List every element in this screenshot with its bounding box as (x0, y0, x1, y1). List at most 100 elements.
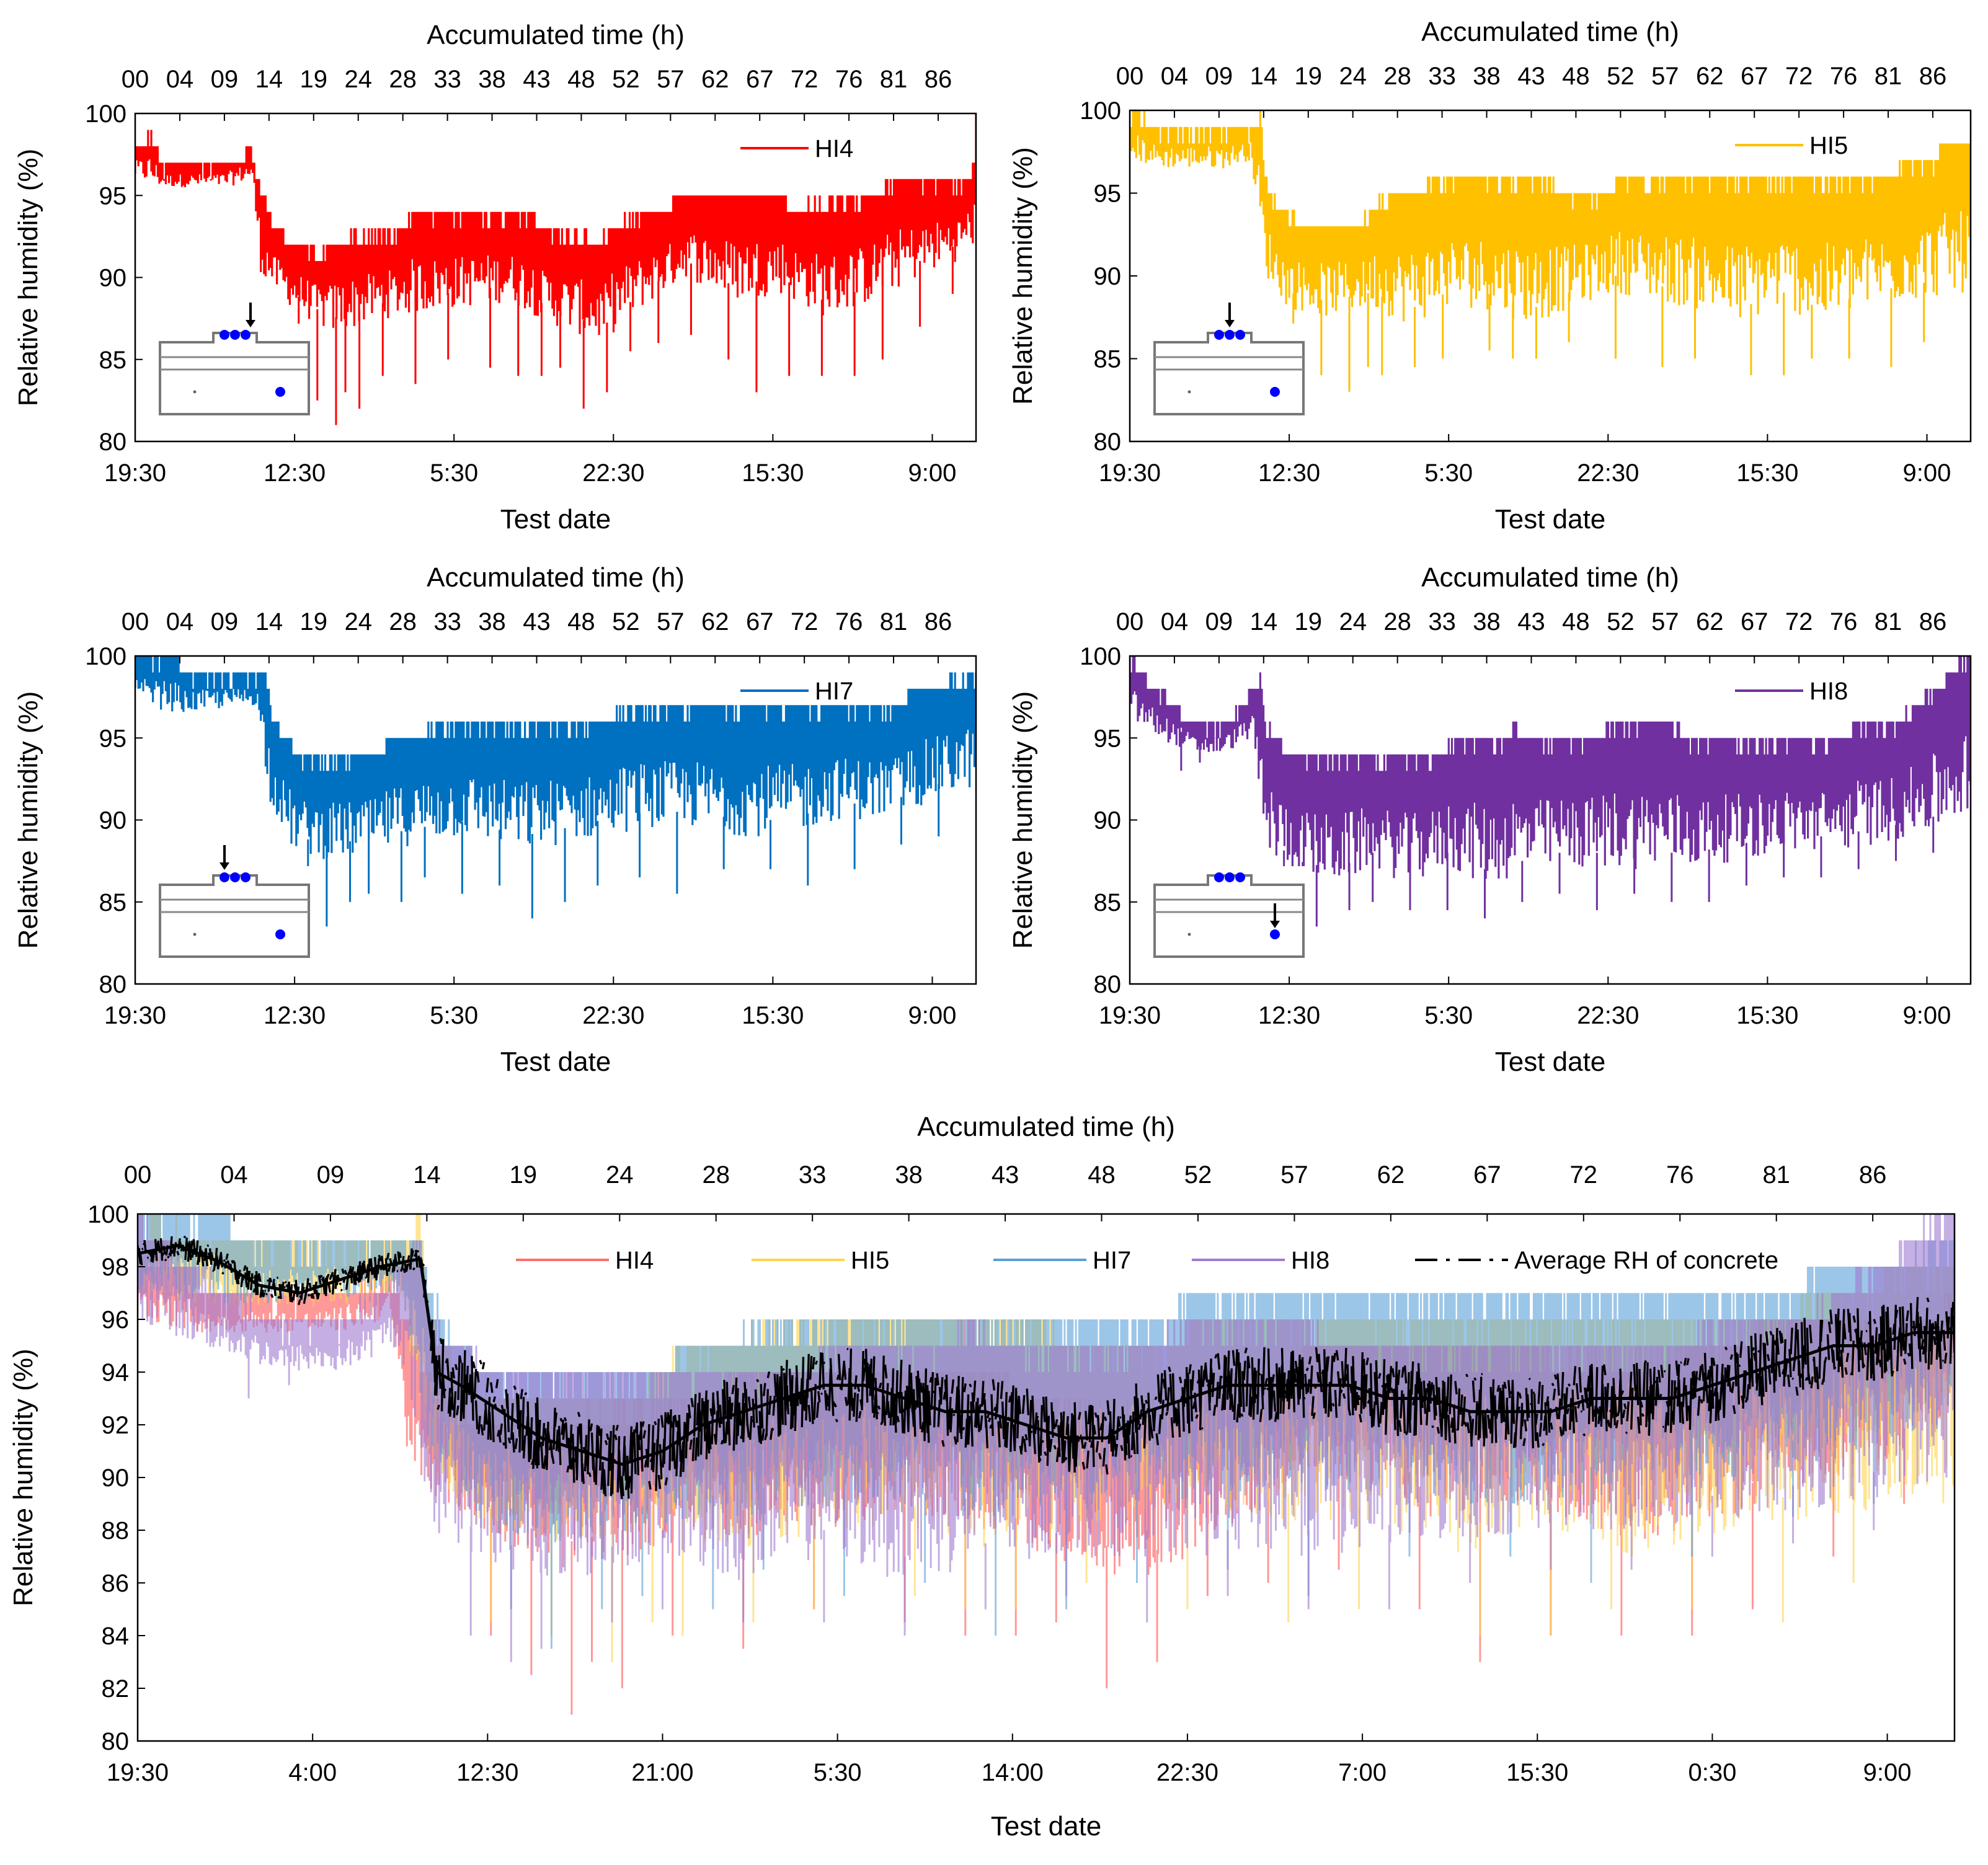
x2-tick-label: 48 (1562, 608, 1590, 636)
x2-tick-label: 86 (925, 66, 952, 93)
x-tick-label: 12:30 (456, 1759, 518, 1786)
legend-label: Average RH of concrete (1514, 1247, 1778, 1274)
x-tick-label: 14:00 (982, 1759, 1044, 1786)
x2-tick-label: 33 (799, 1161, 827, 1189)
x2-tick-label: 24 (1339, 63, 1367, 90)
x2-tick-label: 14 (413, 1161, 441, 1189)
x2-tick-label: 81 (1875, 63, 1902, 90)
y-tick-label: 92 (102, 1412, 130, 1439)
x2-tick-label: 24 (606, 1161, 634, 1189)
x2-axis-title: Accumulated time (h) (1421, 562, 1679, 593)
y-tick-label: 95 (99, 182, 127, 210)
x-tick-label: 5:30 (814, 1759, 862, 1786)
series-hi8 (138, 1214, 1955, 1662)
x2-tick-label: 86 (1919, 63, 1947, 90)
x2-tick-label: 38 (478, 608, 506, 636)
series-hi7-trace (135, 656, 976, 859)
x-tick-label: 22:30 (582, 1002, 644, 1029)
x-tick-label: 19:30 (104, 1002, 166, 1029)
x2-tick-label: 28 (389, 66, 417, 93)
x-tick-label: 15:30 (742, 1002, 804, 1029)
inset-sensor-diagram (1151, 866, 1306, 960)
legend-label: HI4 (615, 1247, 654, 1274)
legend-label: HI7 (815, 678, 853, 705)
inset-sensor-dot (1235, 872, 1245, 882)
inset-outline (159, 874, 310, 958)
chart-hi4: 80 85 90 95 100 Relative humidity (%) 19:30 12:… (13, 20, 977, 534)
inset-sensor-dot (1225, 872, 1235, 882)
inset-sensor-dot (1270, 387, 1280, 397)
y-tick-label: 100 (1080, 643, 1121, 670)
x2-tick-label: 52 (1607, 63, 1635, 90)
x-axis-title: Test date (1495, 504, 1606, 534)
inset-sensor-dot (275, 929, 285, 939)
inset-sensor-dot (230, 872, 240, 882)
x-tick-label: 9:00 (1903, 459, 1951, 487)
x-tick-label: 7:00 (1338, 1759, 1387, 1786)
series-hi5-trace (1130, 110, 1971, 322)
x2-tick-label: 67 (1741, 608, 1768, 636)
x2-tick-label: 43 (523, 66, 551, 93)
x2-tick-label: 33 (1428, 608, 1456, 636)
inset-sensor-dot (1235, 330, 1245, 340)
inset-arrow-head-icon (220, 862, 229, 870)
x2-tick-label: 57 (1280, 1161, 1308, 1189)
x2-tick-label: 33 (1428, 63, 1456, 90)
x2-tick-label: 57 (1651, 63, 1679, 90)
x-tick-label: 19:30 (107, 1759, 169, 1786)
x2-tick-label: 52 (612, 608, 640, 636)
inset-sensor-dot (230, 330, 240, 340)
y-tick-label: 85 (1094, 346, 1122, 373)
x2-tick-label: 14 (1250, 608, 1278, 636)
x-tick-label: 19:30 (1099, 1002, 1161, 1029)
x-tick-label: 12:30 (1258, 459, 1320, 487)
x-tick-label: 15:30 (1736, 459, 1798, 487)
series-hi8-trace (138, 1214, 1955, 1580)
y-tick-label: 80 (99, 428, 127, 456)
legend-label: HI5 (1809, 132, 1848, 159)
x2-tick-label: 04 (1161, 63, 1189, 90)
inset-small-dot (1187, 932, 1191, 936)
y-tick-label: 90 (1094, 263, 1122, 290)
x2-tick-label: 52 (1184, 1161, 1212, 1189)
y-tick-label: 90 (102, 1464, 130, 1492)
y-tick-label: 100 (85, 643, 126, 670)
x2-tick-label: 24 (1339, 608, 1367, 636)
plot-area (1130, 110, 1971, 392)
inset-sensor-dot (241, 872, 251, 882)
x2-tick-label: 04 (166, 608, 194, 636)
x-tick-label: 12:30 (1258, 1002, 1320, 1029)
x-tick-label: 5:30 (430, 459, 478, 487)
y-tick-label: 100 (85, 100, 126, 128)
x2-tick-label: 62 (1377, 1161, 1405, 1189)
inset-sensor-diagram (1151, 303, 1306, 418)
x2-tick-label: 19 (510, 1161, 538, 1189)
x-tick-label: 9:00 (908, 459, 957, 487)
x2-tick-label: 86 (1859, 1161, 1887, 1189)
x2-tick-label: 00 (122, 66, 149, 93)
x2-tick-label: 72 (1785, 608, 1813, 636)
x2-tick-label: 67 (1741, 63, 1768, 90)
legend-label: HI8 (1809, 678, 1848, 705)
x2-tick-label: 14 (255, 608, 283, 636)
x2-tick-label: 28 (389, 608, 417, 636)
inset-sensor-dot (1225, 330, 1235, 340)
x2-tick-label: 04 (166, 66, 194, 93)
plot-area (135, 656, 976, 927)
x2-axis-title: Accumulated time (h) (427, 562, 685, 593)
x2-tick-label: 81 (1875, 608, 1902, 636)
x2-tick-label: 04 (220, 1161, 248, 1189)
x2-tick-label: 76 (835, 608, 863, 636)
x-axis-title: Test date (500, 1047, 611, 1077)
plot-area (138, 1214, 1955, 1715)
x2-tick-label: 04 (1161, 608, 1189, 636)
x2-axis-title: Accumulated time (h) (427, 20, 685, 50)
x-tick-label: 12:30 (264, 1002, 326, 1029)
y-tick-label: 94 (102, 1359, 130, 1386)
x-tick-label: 19:30 (1099, 459, 1161, 487)
x2-tick-label: 48 (567, 608, 595, 636)
x2-tick-label: 57 (657, 66, 685, 93)
series-hi7 (135, 656, 976, 927)
series-hi8-trace (1130, 656, 1971, 879)
chart-hi8: 80 85 90 95 100 Relative humidity (%) 19:30 12:… (1008, 562, 1972, 1077)
